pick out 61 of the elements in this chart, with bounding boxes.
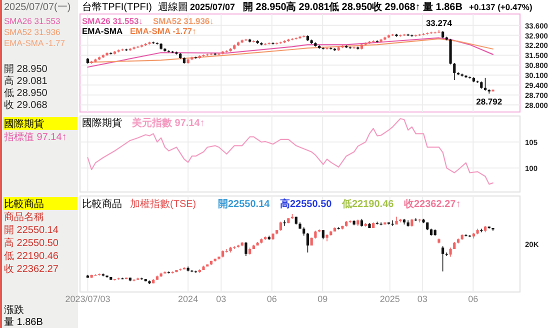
x-tick-label: 2025 <box>380 294 400 304</box>
text: SMA26 31.553 <box>4 16 61 26</box>
text: SMA26 31.553↓ <box>82 16 143 26</box>
candlestick <box>449 247 452 258</box>
text: +0.137 (+0.47%) <box>469 2 532 12</box>
text: 國際期貨 <box>4 118 44 130</box>
line-series <box>87 38 494 63</box>
text: 開 22550.14 <box>4 225 59 236</box>
text: 高 29.081 <box>4 75 48 87</box>
candlestick <box>322 230 324 240</box>
text: 漲跌 <box>4 304 24 316</box>
text: 收 22362.27 <box>4 264 59 275</box>
annotation: EMA-SMA -1.77↑ <box>130 26 196 36</box>
candlestick <box>484 78 487 92</box>
text: 加權指數(TSE) <box>130 198 196 210</box>
x-tick-label: 06 <box>266 294 277 304</box>
text: EMA-SMA -1.77 <box>4 38 66 48</box>
chart-subtitle: 週線圖 <box>158 2 188 13</box>
series-label: 美元指數 97.14↑ <box>131 117 205 129</box>
x-tick-label: 03 <box>417 294 428 304</box>
text: 開 28.950 <box>4 64 48 75</box>
candlestick <box>442 246 444 272</box>
line-series <box>87 37 494 68</box>
candlestick <box>418 218 421 223</box>
x-tick-label: 06 <box>468 294 478 304</box>
candlestick <box>453 62 456 80</box>
text: 量 1.86B <box>422 1 462 13</box>
text: SMA52 31.936↓ <box>152 16 214 26</box>
text: 量 1.86B <box>4 317 44 328</box>
annotation: 國際期貨 <box>82 117 122 129</box>
text: 收 29.068 <box>4 100 48 111</box>
text: 指標值 97.14↑ <box>3 131 67 143</box>
text: 比較商品 <box>82 198 122 210</box>
text: 商品名稱 <box>4 211 44 223</box>
candlestick <box>244 242 248 256</box>
text: 高22550.50 <box>280 198 332 210</box>
text: 收 29.068↑ <box>372 1 420 13</box>
text: 低22190.46 <box>341 198 394 210</box>
text: SMA52 31.936 <box>4 27 61 37</box>
candlestick <box>306 232 310 253</box>
text: 開22550.14 <box>218 198 270 210</box>
text: 高 22550.50 <box>4 237 59 249</box>
text: 2025/07/07(一) <box>4 2 71 13</box>
text: 低 28.950 <box>4 88 48 99</box>
candlestick <box>480 228 483 233</box>
annotation: EMA-SMA <box>82 26 123 36</box>
text: 收22362.27↑ <box>404 198 461 210</box>
text: 開 28.950 <box>243 1 287 13</box>
text: 高 29.081 <box>286 1 330 13</box>
annotation: 33.274 <box>426 18 452 28</box>
text: 2025/07/07 <box>190 2 236 12</box>
annotation: 28.792 <box>476 96 502 107</box>
text: 低 28.950 <box>328 1 373 13</box>
x-tick-label: 2023/07/03 <box>65 294 110 304</box>
chart-title: 台幣TPFI(TPFI) <box>82 1 152 13</box>
candlestick <box>279 221 282 232</box>
text: 比較商品 <box>4 198 44 210</box>
x-tick-label: 2024 <box>178 294 198 304</box>
x-tick-label: 09 <box>318 294 328 304</box>
x-tick-label: 03 <box>216 294 226 304</box>
text: 低 22190.46 <box>4 251 59 262</box>
